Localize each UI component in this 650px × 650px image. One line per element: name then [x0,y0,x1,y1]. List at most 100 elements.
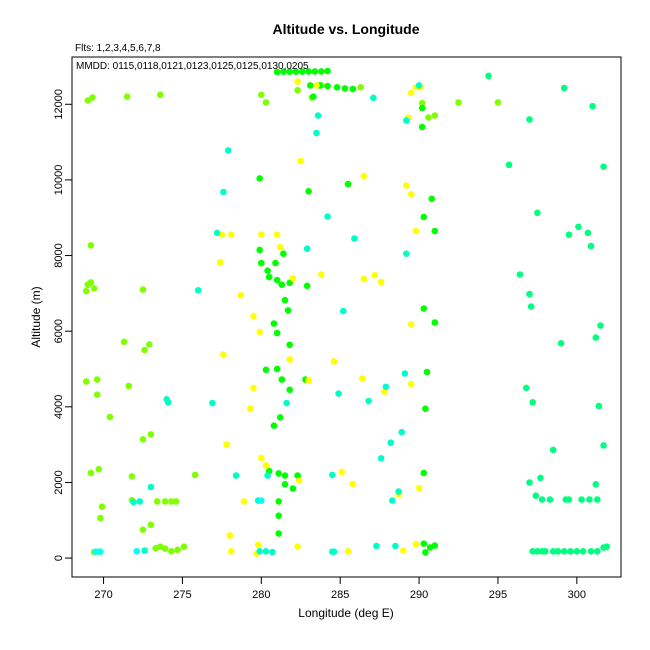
data-point [418,123,426,131]
data-point [578,496,585,503]
data-point [275,498,283,505]
data-point [97,548,104,555]
y-tick-label: 6000 [53,319,65,343]
data-point [526,116,533,123]
data-point [172,498,180,505]
data-point [415,82,423,89]
data-point [560,84,568,92]
data-point [276,414,284,421]
data-point [537,474,544,482]
data-point [597,322,604,329]
data-point [270,320,278,327]
data-point [224,147,232,154]
data-point [592,481,600,488]
data-point [294,543,301,550]
data-point [286,356,294,363]
data-point [398,428,406,436]
data-point [281,481,289,488]
y-axis-label: Altitude (m) [29,286,43,347]
data-point [294,472,301,479]
data-point [256,246,264,254]
data-point [220,351,227,358]
data-point [89,94,96,101]
data-point [523,384,530,392]
data-point [97,514,104,522]
chart-title: Altitude vs. Longitude [273,21,420,37]
data-point [256,175,264,182]
data-point [237,292,245,299]
data-point [133,548,140,555]
data-point [147,521,155,529]
data-point [305,188,312,195]
data-point [584,229,592,237]
data-point [286,68,294,75]
data-point [305,377,312,384]
data-point [573,548,581,555]
data-point [565,231,573,238]
data-point [549,548,557,555]
data-point [272,259,279,267]
data-point [329,471,336,479]
data-point [600,442,607,449]
data-point [418,104,426,112]
data-point [431,542,439,549]
data-point [90,285,98,292]
data-point [146,341,153,348]
data-point [250,384,257,392]
data-point [191,471,199,479]
data-point [303,245,311,252]
data-point [422,405,429,413]
data-point [534,548,541,555]
data-point [431,112,439,119]
data-point [273,329,281,337]
data-point [262,462,270,469]
y-tick-label: 0 [53,555,65,561]
data-point [314,112,322,119]
x-tick-label: 280 [252,589,270,601]
y-tick-label: 4000 [53,395,65,419]
y-tick-label: 12000 [53,89,65,120]
data-point [295,477,303,484]
data-point [412,540,420,548]
data-point [557,340,565,347]
data-point [395,488,402,495]
data-point [232,472,240,479]
data-point [403,182,410,189]
data-point [587,242,595,250]
data-point [141,547,148,554]
data-point [147,431,155,438]
data-point [549,446,557,454]
data-point [262,99,270,106]
data-point [318,68,325,75]
data-point [560,548,568,555]
data-point [579,548,587,555]
data-point [401,370,409,377]
data-point [538,496,546,503]
data-point [262,548,270,555]
data-point [310,93,317,100]
data-point [120,338,128,346]
data-point [422,549,429,556]
data-point [256,548,264,555]
data-point [258,454,265,462]
data-point [587,548,595,555]
data-point [220,188,227,196]
data-point [303,282,311,290]
data-point [360,275,368,283]
data-point [258,231,265,238]
data-point [407,380,415,388]
data-point [95,465,103,473]
data-point [344,180,352,188]
data-point [87,242,95,249]
x-tick-label: 285 [331,589,349,601]
data-point [529,399,536,406]
data-point [254,541,262,549]
data-point [377,278,385,286]
data-point [106,413,114,421]
data-point [526,290,533,298]
data-point [247,405,254,413]
data-point [403,250,410,257]
data-point [324,213,331,220]
